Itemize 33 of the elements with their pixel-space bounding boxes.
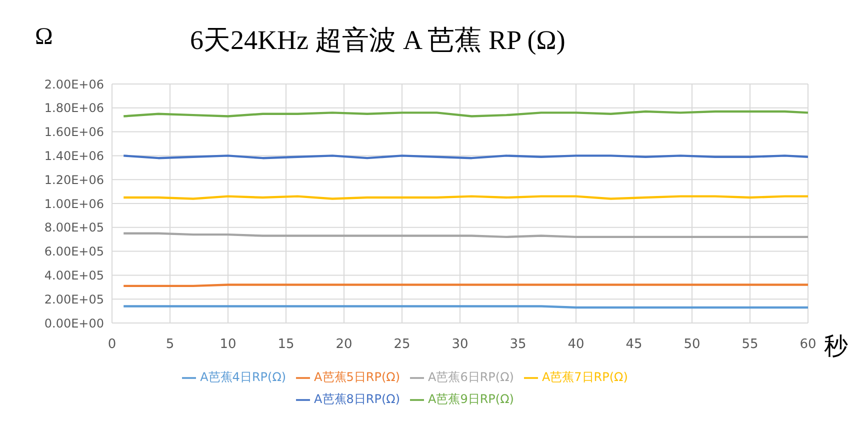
x-tick-label: 5 bbox=[166, 337, 174, 352]
x-tick-label: 10 bbox=[220, 337, 236, 352]
legend-label: A芭蕉6日RP(Ω) bbox=[428, 370, 514, 384]
x-tick-label: 25 bbox=[394, 337, 410, 352]
x-tick-label: 0 bbox=[108, 337, 116, 352]
y-tick-label: 2.00E+05 bbox=[44, 292, 104, 306]
x-tick-label: 50 bbox=[684, 337, 700, 352]
y-tick-label: 1.60E+06 bbox=[44, 125, 104, 140]
legend-label: A芭蕉5日RP(Ω) bbox=[314, 370, 400, 384]
x-tick-label: 35 bbox=[510, 337, 526, 352]
x-tick-label: 40 bbox=[568, 337, 584, 352]
x-axis-title: 秒 bbox=[824, 333, 848, 362]
legend-label: A芭蕉9日RP(Ω) bbox=[428, 392, 514, 406]
y-tick-label: 1.80E+06 bbox=[44, 101, 104, 116]
y-tick-label: 1.40E+06 bbox=[44, 148, 104, 163]
y-tick-label: 1.20E+06 bbox=[44, 172, 104, 187]
legend-label: A芭蕉7日RP(Ω) bbox=[542, 370, 628, 384]
y-tick-label: 0.00E+00 bbox=[44, 316, 104, 330]
x-tick-label: 15 bbox=[278, 337, 294, 352]
legend-label: A芭蕉8日RP(Ω) bbox=[314, 392, 400, 406]
y-tick-label: 6.00E+05 bbox=[44, 244, 104, 259]
chart-title: 6天24KHz 超音波 A 芭蕉 RP (Ω) bbox=[190, 24, 566, 57]
y-tick-label: 4.00E+05 bbox=[44, 268, 104, 282]
x-tick-label: 55 bbox=[742, 337, 758, 352]
x-tick-label: 30 bbox=[452, 337, 468, 352]
y-tick-label: 8.00E+05 bbox=[44, 220, 104, 235]
legend-label: A芭蕉4日RP(Ω) bbox=[200, 370, 286, 384]
y-tick-label: 2.00E+06 bbox=[44, 77, 104, 92]
x-tick-label: 60 bbox=[800, 337, 816, 352]
x-tick-label: 45 bbox=[626, 337, 642, 352]
y-axis-title: Ω bbox=[35, 24, 53, 51]
x-tick-label: 20 bbox=[336, 337, 352, 352]
y-tick-label: 1.00E+06 bbox=[44, 196, 104, 211]
